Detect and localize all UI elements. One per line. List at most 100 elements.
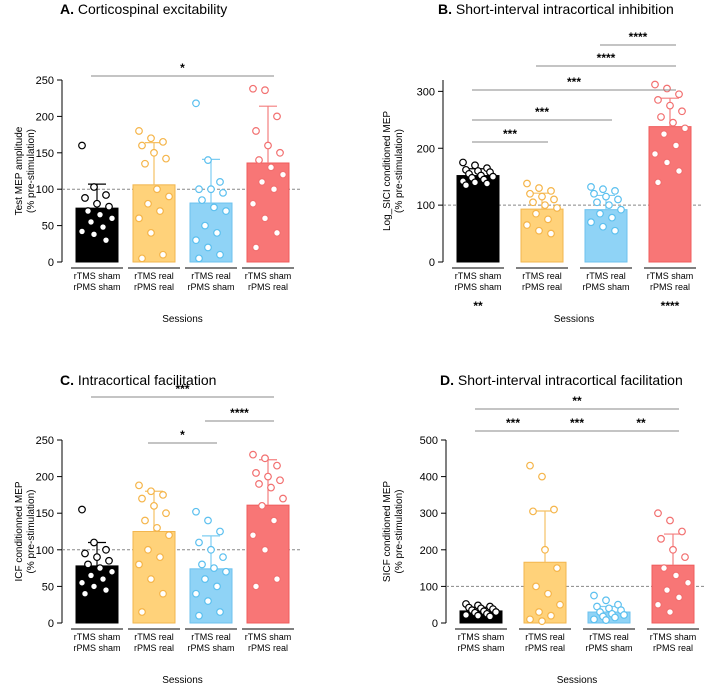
data-point [529,507,537,516]
data-point [96,210,104,219]
y-tick-label: 0 [432,618,438,630]
data-point [147,575,155,583]
data-point [663,158,671,167]
y-tick-label: 50 [42,221,54,233]
data-point [210,564,218,572]
category-label: rPMS real [525,643,565,653]
category-label: rPMS real [248,282,288,292]
below-sig-label: **** [661,299,680,313]
data-point [663,586,671,594]
data-point [81,549,89,558]
bar [246,504,290,624]
data-point [657,534,665,543]
data-point [532,209,540,218]
data-point [538,192,546,201]
data-point [249,199,257,208]
y-tick-label: 300 [420,508,438,520]
data-point [654,509,662,518]
category-label: rPMS sham [187,643,234,653]
chart-panel-c: C. Intracortical facilitation 0 50 100 150 20… [14,372,301,684]
data-point [162,509,170,518]
category-label: rTMS sham [74,632,121,642]
y-tick-label: 0 [48,257,54,269]
category-label: rPMS sham [187,282,234,292]
category-label: rTMS real [522,271,562,281]
data-point [255,156,263,164]
data-point [611,613,619,622]
data-point [556,600,564,609]
significance-label: **** [597,51,616,65]
data-point [462,611,470,619]
data-point [222,207,230,215]
panel-title-text: Intracortical facilitation [78,372,217,388]
data-point [547,187,555,195]
significance-label: *** [567,75,581,89]
data-point [210,203,218,212]
data-point [159,491,167,499]
significance-label: **** [230,406,249,420]
x-axis-label: Sessions [554,314,595,325]
data-point [138,494,146,503]
category-label: rPMS real [134,643,174,653]
category-label: rPMS sham [73,643,120,653]
data-point [153,523,161,532]
data-point [78,505,86,514]
category-label: rPMS real [134,282,174,292]
category-label: rTMS sham [455,271,502,281]
data-point [147,134,155,143]
data-point [538,472,546,481]
data-point [608,213,616,222]
data-point [535,226,543,235]
bar [584,209,628,263]
data-point [541,201,549,210]
y-tick-label: 200 [36,472,54,484]
data-point [276,476,284,485]
data-point [204,243,212,252]
data-point [213,582,221,591]
data-point [264,472,272,481]
significance-label: *** [506,416,520,430]
data-point [617,205,625,214]
data-point [550,505,558,514]
data-point [654,600,662,609]
category-label: rPMS real [653,643,693,653]
chart-panel-b: B. Short-interval intracortical inhibiti… [382,1,703,325]
category-label: rTMS sham [245,271,292,281]
y-tick-label: 200 [420,545,438,557]
data-point [614,195,622,204]
data-point [78,578,86,587]
panel-letter: A. [60,1,78,17]
data-point [654,96,662,104]
data-point [159,589,167,598]
y-axis-label-line: (% pre-stimulation) [394,129,405,213]
data-point [590,591,598,600]
category-label: rTMS real [525,632,565,642]
data-point [87,218,95,226]
data-point [684,578,692,587]
data-point [78,227,86,236]
data-point [252,582,260,591]
data-point [90,183,98,191]
data-point [620,611,628,619]
data-point [672,571,680,580]
data-point [84,207,92,215]
data-point [162,154,170,163]
data-point [553,204,561,212]
data-point [249,531,257,540]
y-tick-label: 100 [420,581,438,593]
y-tick-label: 250 [36,75,54,87]
data-point [681,124,689,133]
data-point [483,179,491,188]
category-label: rTMS sham [647,271,694,281]
data-point [593,198,601,207]
data-point [96,564,104,572]
data-point [156,553,164,562]
data-point [657,113,665,121]
data-point [267,163,275,172]
panel-letter: B. [438,1,456,17]
data-point [535,184,543,192]
data-point [273,228,281,237]
bar [456,175,500,263]
panel-letter: C. [60,372,78,388]
data-point [195,538,203,547]
